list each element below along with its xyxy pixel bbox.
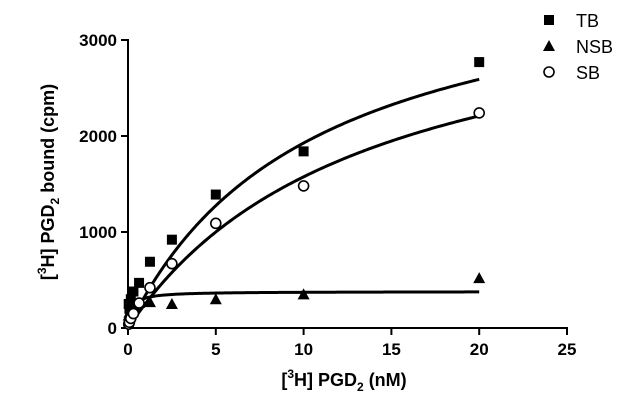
data-point-nsb (165, 298, 178, 309)
data-point-tb (134, 277, 145, 288)
data-point-nsb (209, 293, 222, 305)
legend-item-nsb: NSB (543, 37, 613, 57)
x-tick-label: 10 (294, 340, 313, 359)
y-axis-title: [3H] PGD2 bound (cpm) (35, 84, 62, 280)
y-tick-label: 0 (108, 319, 117, 338)
data-point-tb (298, 146, 309, 157)
data-point-sb (127, 307, 140, 320)
legend-item-sb: SB (543, 63, 600, 83)
data-point-tb (210, 189, 221, 200)
data-point-tb (128, 286, 139, 297)
y-tick-label: 3000 (79, 31, 117, 50)
data-points (122, 57, 486, 330)
fit-curve-tb (126, 77, 480, 329)
legend-label-sb: SB (576, 63, 600, 83)
y-tick-label: 1000 (79, 223, 117, 242)
data-point-sb (473, 107, 486, 119)
x-axis-title: [3H] PGD2 (nM) (281, 367, 406, 394)
fit-curve-sb (126, 114, 480, 329)
data-point-tb (474, 57, 485, 68)
data-point-sb (166, 257, 178, 270)
legend-item-tb: TB (544, 11, 599, 31)
data-point-sb (133, 297, 145, 309)
series-nsb (122, 272, 486, 321)
x-tick-label: 25 (558, 340, 577, 359)
series-sb (122, 107, 486, 330)
data-point-tb (166, 234, 177, 245)
data-point-sb (144, 281, 156, 294)
data-point-tb (125, 294, 136, 305)
legend-marker-sb (543, 66, 555, 78)
legend: TB NSB SB (543, 11, 613, 83)
x-tick-label: 15 (382, 340, 401, 359)
data-point-nsb (297, 288, 310, 300)
data-point-sb (210, 217, 222, 230)
legend-label-nsb: NSB (576, 37, 613, 57)
y-axis: 0 1000 2000 3000 (79, 31, 129, 338)
x-tick-label: 20 (470, 340, 489, 359)
legend-label-tb: TB (576, 11, 599, 31)
x-tick-label: 0 (123, 340, 132, 359)
x-tick-label: 5 (211, 340, 220, 359)
legend-marker-tb (544, 15, 554, 25)
data-point-nsb (143, 296, 156, 308)
x-axis: 0 5 10 15 20 25 (123, 327, 577, 359)
data-point-nsb (473, 272, 486, 284)
y-tick-label: 2000 (79, 127, 117, 146)
data-point-tb (144, 256, 155, 267)
legend-marker-nsb (543, 40, 555, 51)
data-point-sb (297, 180, 310, 192)
